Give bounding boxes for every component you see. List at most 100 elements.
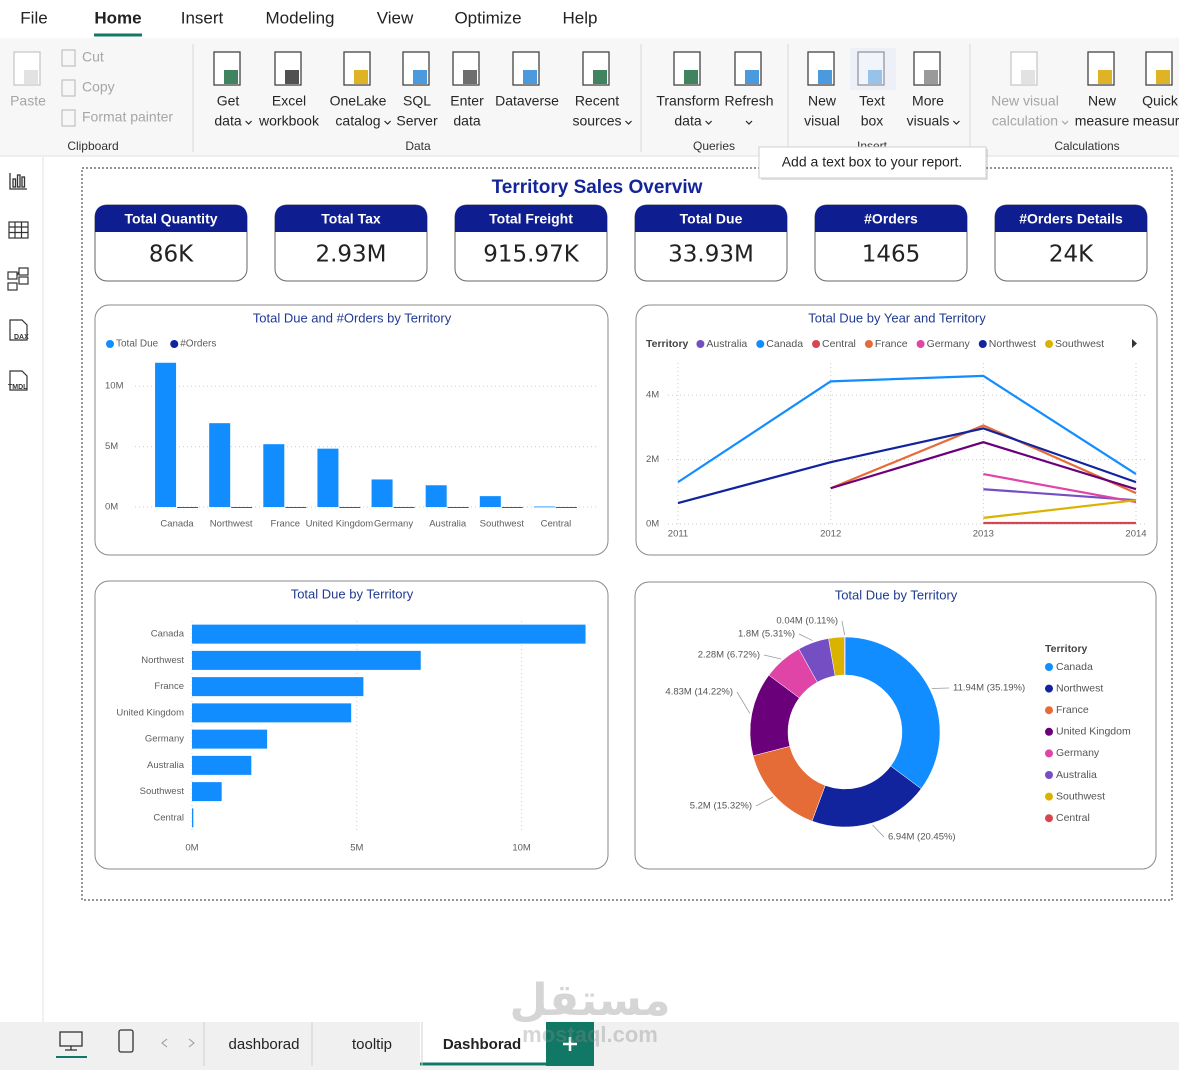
sidebar-dax-icon[interactable] — [9, 319, 28, 341]
ribbon-button[interactable]: Excel workbook — [258, 51, 320, 129]
legend-marker — [1045, 727, 1053, 736]
button-label: Transform — [656, 93, 719, 109]
ribbon-tab[interactable]: Insert — [181, 8, 224, 27]
ribbon-tab[interactable]: Help — [563, 8, 598, 27]
legend-marker — [1045, 792, 1053, 801]
data-label: 1.8M (5.31%) — [738, 629, 795, 640]
ribbon-button[interactable]: Copy — [61, 79, 115, 97]
kpi-card-value: 24K — [1049, 242, 1094, 268]
ribbon-tab[interactable]: View — [377, 8, 414, 27]
ribbon-button[interactable]: New visual calculation — [991, 51, 1059, 129]
sidebar-table-icon[interactable] — [8, 221, 29, 239]
button-icon-accent — [924, 70, 938, 84]
kpi-card-label: Total Freight — [489, 211, 573, 227]
leader-line — [798, 633, 813, 641]
y-tick-label: Germany — [145, 734, 184, 745]
ribbon-button[interactable]: OneLake catalog — [330, 51, 387, 129]
series-line — [983, 473, 1137, 504]
legend-label: Southwest — [1056, 790, 1105, 802]
ribbon-button[interactable]: SQL Server — [396, 51, 438, 129]
data-label: 6.94M (20.45%) — [888, 832, 956, 843]
x-tick-label: 2012 — [820, 529, 841, 540]
legend-marker — [170, 340, 179, 348]
legend-marker — [1045, 814, 1053, 823]
text-box-hover — [850, 48, 896, 90]
bar — [263, 444, 285, 507]
chart-title: Total Due and #Orders by Territory — [253, 310, 452, 325]
kpi-card-header — [95, 205, 247, 232]
ribbon-group-label: Clipboard — [67, 139, 118, 153]
mobile-view-icon[interactable] — [118, 1029, 134, 1053]
x-tick-label: 2011 — [668, 529, 688, 540]
sidebar-icon-label: TMDL — [8, 384, 28, 391]
button-label: Refresh — [724, 93, 773, 109]
y-tick-label: 0M — [105, 502, 118, 513]
watermark: مستقل — [510, 975, 671, 1026]
ribbon-button[interactable]: Quick measure — [1133, 51, 1179, 129]
button-label: box — [861, 113, 884, 129]
bar — [192, 808, 194, 828]
button-icon-accent — [413, 70, 427, 84]
ribbon-button[interactable]: Cut — [61, 49, 104, 67]
x-tick-label: 2013 — [973, 529, 994, 540]
y-tick-label: Canada — [151, 629, 185, 640]
ribbon-button[interactable]: More visuals — [907, 51, 950, 129]
ribbon-tab[interactable]: Optimize — [454, 8, 521, 27]
ribbon-button[interactable]: Dataverse — [495, 51, 559, 109]
chart-panel — [634, 581, 1157, 870]
legend-marker — [106, 340, 114, 348]
y-tick-label: Southwest — [140, 786, 185, 797]
page-tab[interactable]: tooltip — [352, 1036, 392, 1053]
y-tick-label: 0M — [646, 519, 659, 530]
ribbon-button[interactable]: Transform data — [656, 51, 720, 129]
ribbon-button[interactable]: Get data — [213, 51, 242, 129]
legend-label: Australia — [1056, 769, 1097, 781]
ribbon-tab[interactable]: Modeling — [266, 8, 335, 27]
legend-label: Canada — [1056, 661, 1093, 673]
ribbon-button[interactable]: Format painter — [61, 109, 173, 127]
button-icon-accent — [1156, 70, 1170, 84]
button-icon-accent — [224, 70, 238, 84]
ribbon-tab[interactable]: Home — [94, 8, 141, 27]
legend-marker — [1045, 340, 1054, 348]
button-icon-accent — [818, 70, 832, 84]
y-tick-label: 2M — [646, 454, 659, 465]
x-tick-label: Southwest — [480, 519, 525, 530]
ribbon-group-label: Data — [405, 139, 431, 153]
ribbon-button[interactable]: New measure — [1075, 51, 1130, 129]
sidebar-tmdl-icon[interactable] — [9, 370, 28, 391]
x-tick-label: 0M — [185, 843, 198, 854]
kpi-card-value: 915.97K — [483, 242, 579, 268]
ribbon-button[interactable]: New visual — [804, 51, 840, 129]
page-tab[interactable]: Dashborad — [443, 1036, 521, 1053]
sidebar-icon-label: DAX — [14, 334, 29, 341]
legend-label: Northwest — [989, 338, 1036, 350]
ribbon-button[interactable]: Refresh — [724, 51, 774, 109]
bar — [285, 506, 307, 508]
ribbon-button[interactable]: Paste — [10, 51, 46, 109]
legend-scroll-arrow[interactable] — [1132, 339, 1137, 348]
bar — [555, 506, 577, 508]
kpi-card-header — [455, 205, 607, 232]
scroll-left[interactable] — [161, 1038, 168, 1048]
button-label: Get — [217, 93, 240, 109]
scroll-right[interactable] — [188, 1038, 195, 1048]
legend-marker — [1045, 771, 1053, 779]
kpi-card-header — [995, 205, 1147, 232]
button-label: SQL — [403, 93, 431, 109]
ribbon-tab[interactable]: File — [20, 8, 47, 27]
page-tab[interactable]: dashborad — [229, 1036, 300, 1053]
sidebar-model-icon[interactable] — [7, 267, 29, 291]
dropdown-chevron — [625, 120, 632, 125]
bar — [155, 362, 177, 507]
bar — [317, 448, 339, 507]
sidebar-report-icon[interactable] — [9, 173, 27, 190]
legend-marker — [864, 340, 873, 348]
ribbon-button[interactable]: Enter data — [450, 51, 484, 129]
ribbon-button[interactable]: Recent sources — [572, 51, 622, 129]
desktop-view-icon[interactable] — [59, 1031, 83, 1051]
tooltip-text: Add a text box to your report. — [782, 154, 963, 170]
series-line — [983, 499, 1137, 519]
